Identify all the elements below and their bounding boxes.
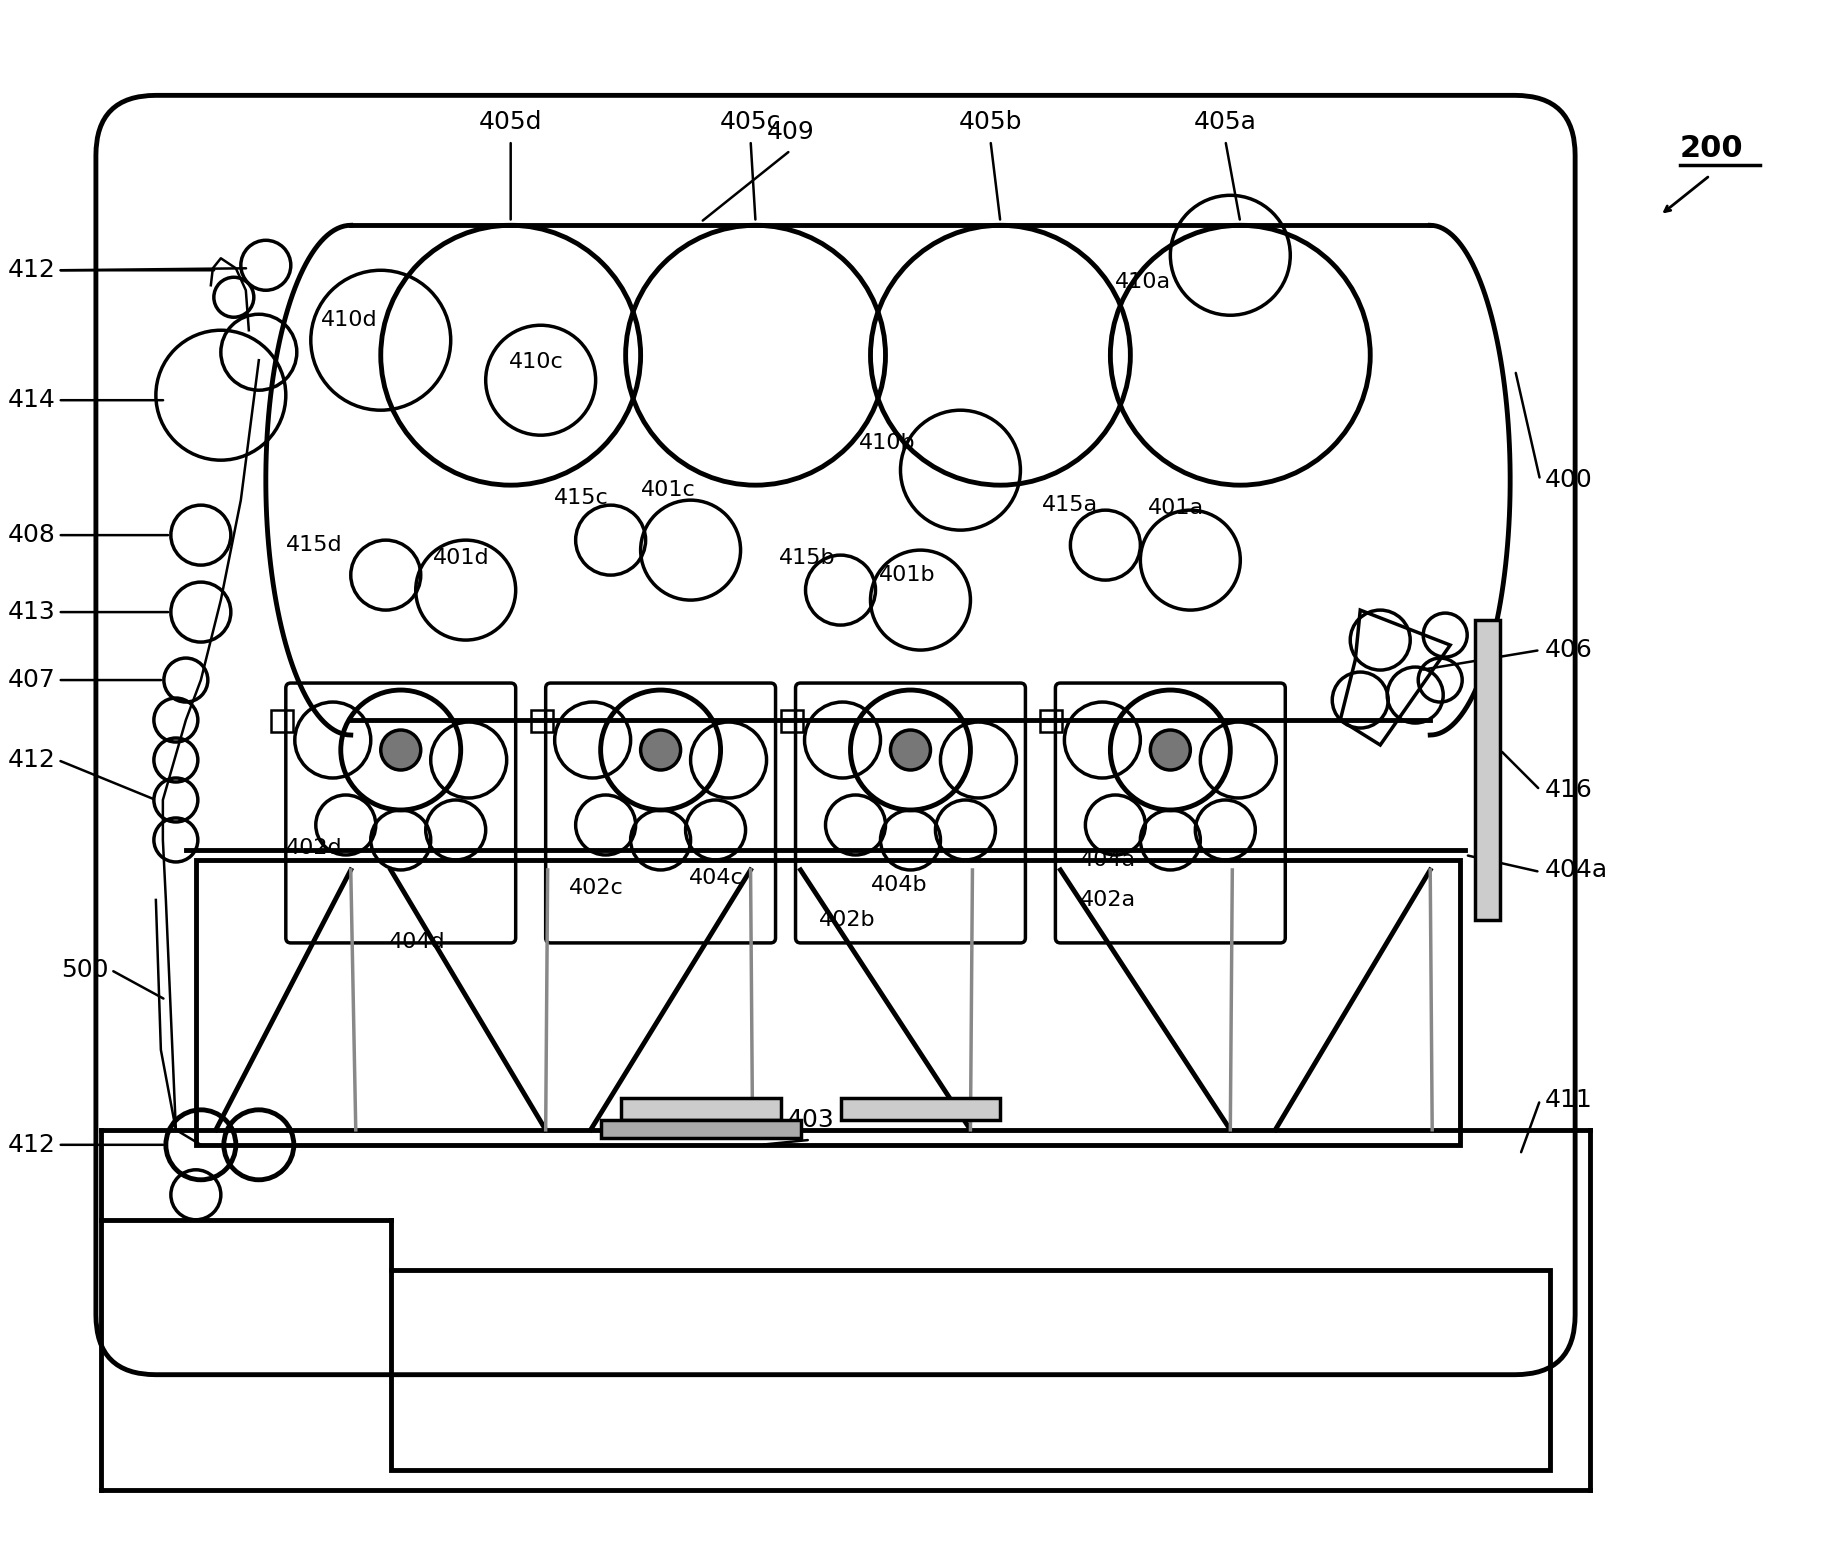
Text: 404b: 404b [870, 875, 927, 896]
Bar [781, 710, 802, 731]
Bar [1040, 710, 1062, 731]
Bar [271, 710, 292, 731]
Circle shape [890, 730, 930, 771]
Text: 410c: 410c [508, 352, 563, 372]
Text: 200: 200 [1680, 134, 1744, 163]
Bar [622, 1097, 781, 1119]
Text: 411: 411 [1545, 1088, 1592, 1111]
Text: 401d: 401d [433, 549, 490, 567]
Text: 405c: 405c [720, 111, 781, 134]
Text: 404a: 404a [1080, 850, 1137, 871]
Text: 401b: 401b [879, 566, 936, 585]
Text: 402c: 402c [569, 878, 623, 899]
Text: 401a: 401a [1148, 499, 1205, 519]
Text: 414: 414 [7, 388, 57, 413]
Text: 410d: 410d [320, 309, 377, 330]
Text: 412: 412 [7, 258, 57, 283]
Text: 410b: 410b [859, 433, 916, 453]
Text: 415a: 415a [1042, 495, 1099, 516]
Circle shape [640, 730, 680, 771]
Text: 400: 400 [1545, 469, 1592, 492]
Text: 402d: 402d [285, 838, 342, 858]
Text: 415c: 415c [554, 488, 609, 508]
Bar [391, 1269, 1550, 1469]
Bar [841, 1097, 1000, 1119]
Bar [601, 1119, 801, 1138]
Text: 415d: 415d [285, 535, 342, 555]
Text: 413: 413 [7, 600, 57, 624]
Text: 416: 416 [1545, 778, 1592, 802]
Text: 407: 407 [7, 667, 57, 692]
Bar [1475, 621, 1501, 921]
Circle shape [1150, 730, 1190, 771]
Text: 403: 403 [786, 1108, 834, 1132]
Text: 500: 500 [60, 958, 108, 982]
Circle shape [380, 730, 420, 771]
Text: 405b: 405b [958, 111, 1022, 134]
Text: 404c: 404c [689, 867, 744, 888]
Text: 405a: 405a [1194, 111, 1258, 134]
Text: 412: 412 [7, 1133, 57, 1157]
Text: 415b: 415b [779, 549, 835, 567]
Text: 402b: 402b [819, 910, 876, 930]
Text: 404d: 404d [389, 932, 446, 952]
Text: 408: 408 [7, 524, 57, 547]
Text: 401c: 401c [640, 480, 695, 500]
Text: 410a: 410a [1115, 272, 1172, 292]
Text: 404a: 404a [1545, 858, 1609, 882]
Text: 406: 406 [1545, 638, 1592, 663]
Bar [196, 860, 1461, 1144]
Text: 412: 412 [7, 749, 57, 772]
Text: 409: 409 [766, 120, 815, 144]
Text: 402a: 402a [1080, 889, 1137, 910]
Text: 405d: 405d [479, 111, 543, 134]
Bar [530, 710, 552, 731]
